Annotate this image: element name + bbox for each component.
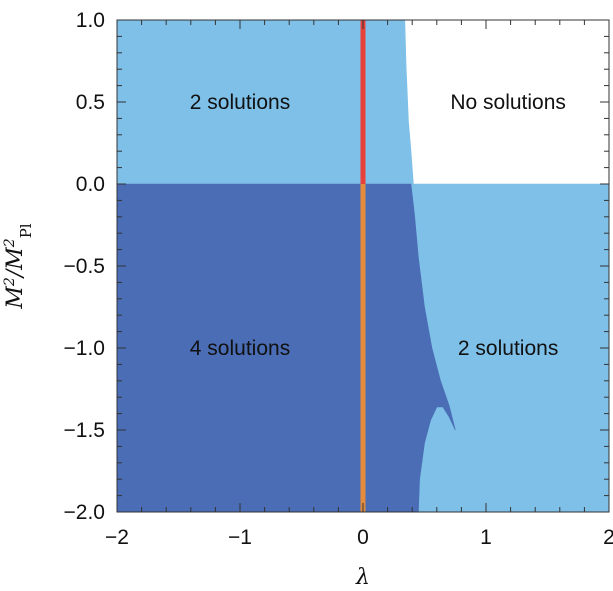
regions-layer <box>116 19 610 513</box>
y-tick-label: 1.0 <box>76 9 105 32</box>
y-tick-label: 0.0 <box>76 173 105 196</box>
x-tick-label: 2 <box>603 526 613 549</box>
y-tick-label: −2.0 <box>64 501 105 524</box>
x-tick-label: −1 <box>228 526 252 549</box>
y-title-sub: Pl <box>17 223 35 238</box>
region-1 <box>116 183 456 513</box>
y-title-sup: 2 <box>2 277 18 287</box>
region-label-2: No solutions <box>450 91 566 114</box>
region-label-0: 2 solutions <box>190 91 290 114</box>
y-title-sup2: 2 <box>2 238 18 248</box>
x-tick-label: 1 <box>480 526 492 549</box>
y-tick-label: −1.0 <box>64 337 105 360</box>
region-labels: 2 solutions 4 solutions No solutions 2 solu… <box>190 91 566 360</box>
region-label-1: 4 solutions <box>190 337 290 360</box>
ticks-layer: −2 −1 0 1 2 1.0 0.5 0.0 −0.5 −1.0 −1.5 −2.0 <box>64 9 613 549</box>
y-title-base: M <box>3 286 28 310</box>
x-tick-label: −2 <box>105 526 129 549</box>
x-axis-title: λ <box>355 565 370 590</box>
x-tick-label: 0 <box>357 526 369 549</box>
y-tick-label: −0.5 <box>64 255 105 278</box>
y-tick-label: 0.5 <box>76 91 105 114</box>
y-title-mid: /M <box>3 247 28 279</box>
y-tick-label: −1.5 <box>64 419 105 442</box>
y-axis-title: M2/M2Pl <box>2 223 35 309</box>
region-label-3: 2 solutions <box>458 337 558 360</box>
